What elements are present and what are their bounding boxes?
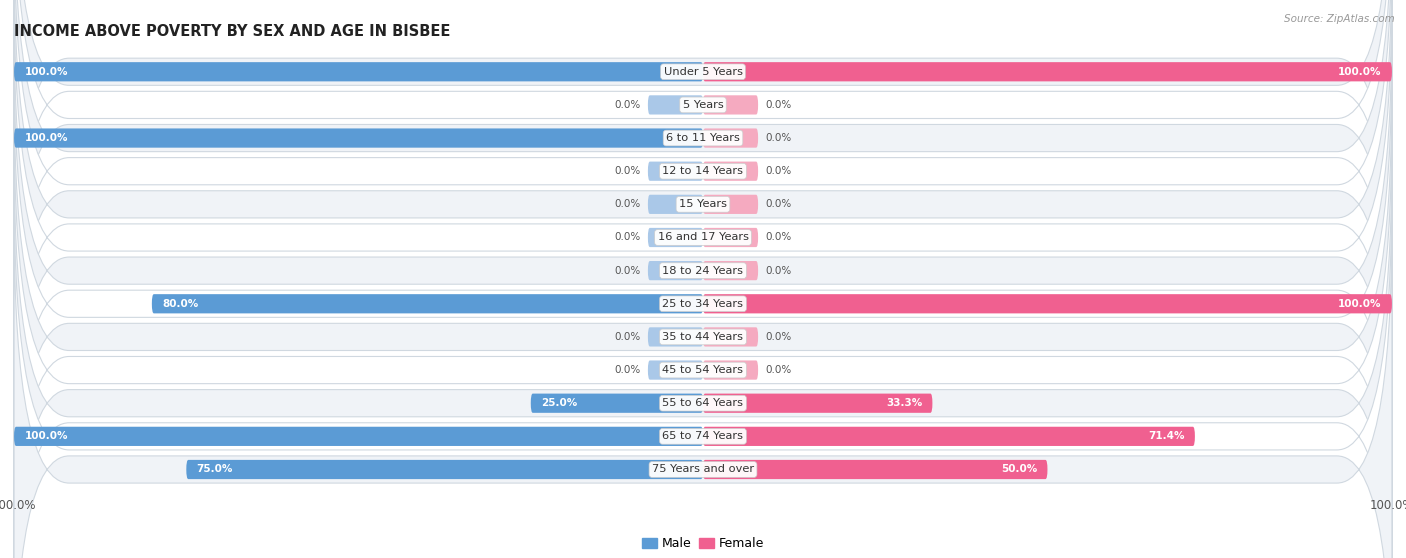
Text: 0.0%: 0.0% [614, 332, 641, 342]
FancyBboxPatch shape [14, 185, 1392, 558]
FancyBboxPatch shape [14, 52, 1392, 555]
Text: 45 to 54 Years: 45 to 54 Years [662, 365, 744, 375]
Text: 25 to 34 Years: 25 to 34 Years [662, 299, 744, 309]
Text: 33.3%: 33.3% [886, 398, 922, 408]
FancyBboxPatch shape [648, 228, 703, 247]
Text: 100.0%: 100.0% [24, 67, 67, 77]
FancyBboxPatch shape [648, 261, 703, 280]
Text: 15 Years: 15 Years [679, 199, 727, 209]
FancyBboxPatch shape [703, 128, 758, 148]
FancyBboxPatch shape [703, 95, 758, 114]
FancyBboxPatch shape [648, 328, 703, 347]
FancyBboxPatch shape [703, 427, 1195, 446]
FancyBboxPatch shape [152, 294, 703, 314]
Text: 0.0%: 0.0% [765, 365, 792, 375]
FancyBboxPatch shape [703, 195, 758, 214]
FancyBboxPatch shape [14, 0, 1392, 423]
FancyBboxPatch shape [14, 427, 703, 446]
Text: 0.0%: 0.0% [765, 166, 792, 176]
FancyBboxPatch shape [14, 128, 703, 148]
Text: 5 Years: 5 Years [683, 100, 723, 110]
FancyBboxPatch shape [186, 460, 703, 479]
Text: 65 to 74 Years: 65 to 74 Years [662, 431, 744, 441]
FancyBboxPatch shape [703, 162, 758, 181]
Text: 0.0%: 0.0% [614, 365, 641, 375]
FancyBboxPatch shape [14, 118, 1392, 558]
FancyBboxPatch shape [648, 360, 703, 379]
Text: 71.4%: 71.4% [1149, 431, 1185, 441]
FancyBboxPatch shape [703, 328, 758, 347]
Text: Source: ZipAtlas.com: Source: ZipAtlas.com [1284, 14, 1395, 24]
Legend: Male, Female: Male, Female [637, 532, 769, 555]
Text: 100.0%: 100.0% [1339, 299, 1382, 309]
Text: 0.0%: 0.0% [765, 233, 792, 243]
FancyBboxPatch shape [14, 62, 703, 81]
Text: 0.0%: 0.0% [614, 166, 641, 176]
Text: 80.0%: 80.0% [162, 299, 198, 309]
FancyBboxPatch shape [703, 228, 758, 247]
FancyBboxPatch shape [648, 162, 703, 181]
FancyBboxPatch shape [531, 393, 703, 413]
FancyBboxPatch shape [648, 95, 703, 114]
FancyBboxPatch shape [14, 0, 1392, 489]
FancyBboxPatch shape [14, 0, 1392, 357]
Text: Under 5 Years: Under 5 Years [664, 67, 742, 77]
FancyBboxPatch shape [14, 0, 1392, 456]
FancyBboxPatch shape [14, 0, 1392, 389]
FancyBboxPatch shape [14, 19, 1392, 522]
Text: 0.0%: 0.0% [765, 332, 792, 342]
Text: 100.0%: 100.0% [24, 431, 67, 441]
Text: 50.0%: 50.0% [1001, 464, 1038, 474]
Text: 18 to 24 Years: 18 to 24 Years [662, 266, 744, 276]
FancyBboxPatch shape [14, 152, 1392, 558]
FancyBboxPatch shape [703, 393, 932, 413]
FancyBboxPatch shape [703, 62, 1392, 81]
Text: 0.0%: 0.0% [614, 100, 641, 110]
Text: 0.0%: 0.0% [765, 100, 792, 110]
Text: 0.0%: 0.0% [765, 266, 792, 276]
FancyBboxPatch shape [14, 85, 1392, 558]
Text: 12 to 14 Years: 12 to 14 Years [662, 166, 744, 176]
Text: INCOME ABOVE POVERTY BY SEX AND AGE IN BISBEE: INCOME ABOVE POVERTY BY SEX AND AGE IN B… [14, 25, 450, 39]
FancyBboxPatch shape [14, 0, 1392, 323]
Text: 0.0%: 0.0% [765, 133, 792, 143]
FancyBboxPatch shape [703, 460, 1047, 479]
Text: 55 to 64 Years: 55 to 64 Years [662, 398, 744, 408]
FancyBboxPatch shape [703, 261, 758, 280]
Text: 0.0%: 0.0% [614, 266, 641, 276]
Text: 75 Years and over: 75 Years and over [652, 464, 754, 474]
Text: 0.0%: 0.0% [765, 199, 792, 209]
Text: 75.0%: 75.0% [197, 464, 233, 474]
Text: 0.0%: 0.0% [614, 199, 641, 209]
FancyBboxPatch shape [703, 294, 1392, 314]
Text: 6 to 11 Years: 6 to 11 Years [666, 133, 740, 143]
Text: 16 and 17 Years: 16 and 17 Years [658, 233, 748, 243]
Text: 35 to 44 Years: 35 to 44 Years [662, 332, 744, 342]
FancyBboxPatch shape [648, 195, 703, 214]
Text: 100.0%: 100.0% [1339, 67, 1382, 77]
Text: 100.0%: 100.0% [24, 133, 67, 143]
FancyBboxPatch shape [14, 218, 1392, 558]
Text: 25.0%: 25.0% [541, 398, 578, 408]
Text: 0.0%: 0.0% [614, 233, 641, 243]
FancyBboxPatch shape [703, 360, 758, 379]
